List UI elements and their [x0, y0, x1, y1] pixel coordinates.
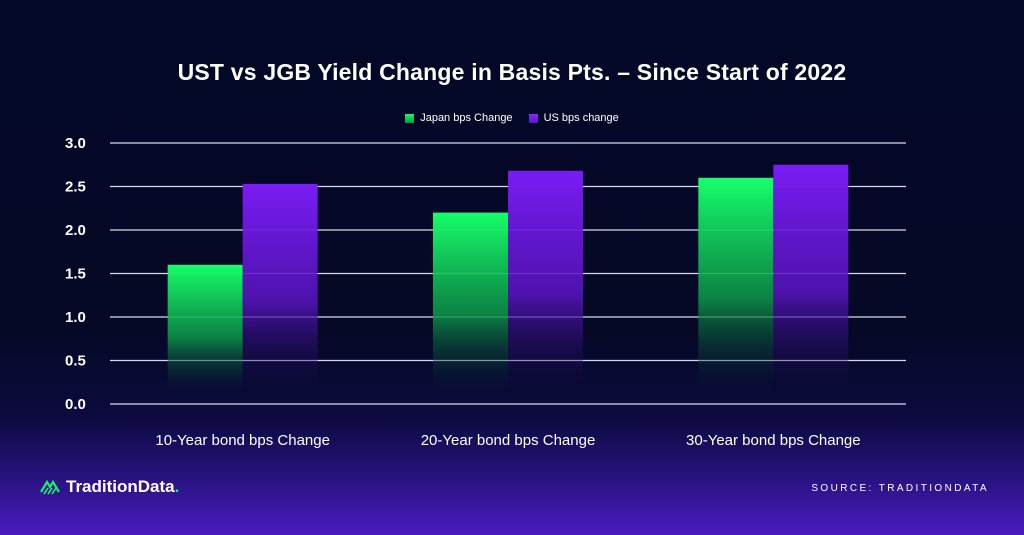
brand-logo[interactable]: TraditionData.: [40, 477, 179, 497]
bar-japan-0[interactable]: [167, 264, 243, 396]
x-category-label-0: 10-Year bond bps Change: [155, 432, 330, 449]
y-tick-label-2: 1.0: [65, 309, 86, 326]
brand-name: TraditionData: [66, 477, 175, 496]
legend-swatch-japan: [405, 113, 415, 123]
y-tick-label-4: 2.0: [65, 222, 86, 239]
y-tick-label-1: 0.5: [65, 353, 86, 370]
y-axis-ticks: 0.0 0.5 1.0 1.5 2.0 2.5 3.0: [65, 135, 86, 413]
legend-item-us[interactable]: US bps change: [528, 112, 619, 124]
bars: [167, 164, 849, 396]
bar-us-2[interactable]: [773, 164, 849, 396]
bar-us-0[interactable]: [242, 183, 318, 396]
chart-title: UST vs JGB Yield Change in Basis Pts. – …: [177, 59, 847, 85]
legend-label-japan: Japan bps Change: [420, 112, 513, 124]
legend-label-us: US bps change: [543, 112, 619, 124]
source-label: SOURCE: TRADITIONDATA: [811, 483, 989, 494]
chart-legend: Japan bps Change US bps change: [0, 112, 1024, 124]
y-tick-label-5: 2.5: [65, 179, 86, 196]
y-tick-label-6: 3.0: [65, 135, 86, 152]
brand-dot: .: [174, 477, 180, 496]
bar-japan-1[interactable]: [433, 212, 508, 396]
y-tick-label-0: 0.0: [65, 396, 86, 413]
x-category-label-1: 20-Year bond bps Change: [421, 432, 596, 449]
y-tick-label-3: 1.5: [65, 266, 86, 283]
tradition-logo-icon: [40, 479, 60, 495]
legend-item-japan[interactable]: Japan bps Change: [405, 112, 513, 124]
legend-swatch-us: [528, 113, 538, 123]
bar-us-1[interactable]: [508, 170, 583, 396]
bar-japan-2[interactable]: [698, 177, 774, 396]
x-category-label-2: 30-Year bond bps Change: [686, 432, 861, 449]
x-axis-categories: 10-Year bond bps Change 20-Year bond bps …: [155, 432, 860, 449]
